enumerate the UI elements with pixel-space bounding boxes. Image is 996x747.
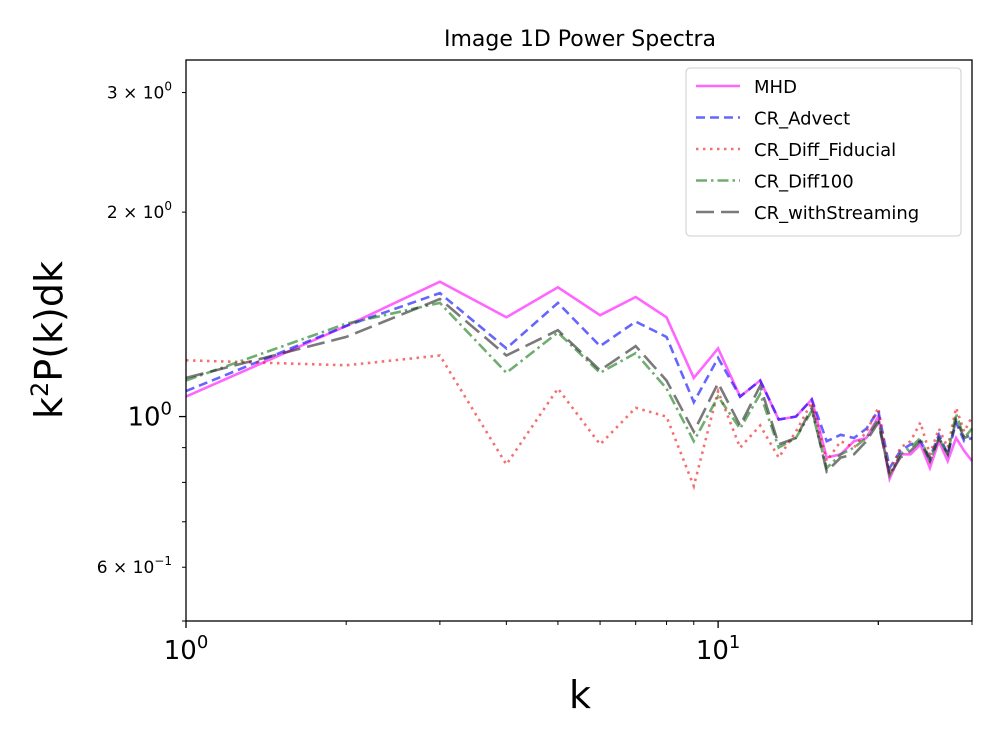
y-minor-tick-label-0: 6 × 10−1 xyxy=(97,554,172,578)
legend-label-1: CR_Advect xyxy=(754,109,850,130)
legend-label-2: CR_Diff_Fiducial xyxy=(754,140,896,161)
legend-label-3: CR_Diff100 xyxy=(754,172,854,193)
y-minor-tick-label-1: 2 × 100 xyxy=(107,199,172,223)
y-major-tick-label-0: 100 xyxy=(127,399,172,433)
ticks-layer: 100 101 100 6 × 10−1 2 × 100 3 × 100 xyxy=(97,80,973,666)
x-tick-label-1: 101 xyxy=(696,632,741,666)
series-line-1 xyxy=(185,291,973,472)
legend-label-0: MHD xyxy=(754,77,797,98)
y-axis-label-superscript: 2 xyxy=(26,382,54,397)
x-tick-label-0: 100 xyxy=(164,632,209,666)
x-axis-label: k xyxy=(569,673,591,717)
series-line-0 xyxy=(185,280,974,484)
legend: MHD CR_Advect CR_Diff_Fiducial CR_Diff100 CR… xyxy=(685,67,962,237)
y-axis-label: k2P(k)dk xyxy=(26,261,71,419)
y-axis-label-base: k xyxy=(27,397,71,419)
series-line-2 xyxy=(185,354,974,491)
series-line-3 xyxy=(185,301,974,479)
axes-frame xyxy=(185,59,973,622)
legend-label-4: CR_withStreaming xyxy=(754,203,919,224)
chart-title: Image 1D Power Spectra xyxy=(444,27,716,52)
y-minor-tick-label-2: 3 × 100 xyxy=(107,80,172,104)
series-layer xyxy=(185,280,974,491)
series-line-4 xyxy=(185,297,973,479)
legend-box xyxy=(685,67,962,237)
y-axis-label-rest: P(k)dk xyxy=(27,261,71,382)
